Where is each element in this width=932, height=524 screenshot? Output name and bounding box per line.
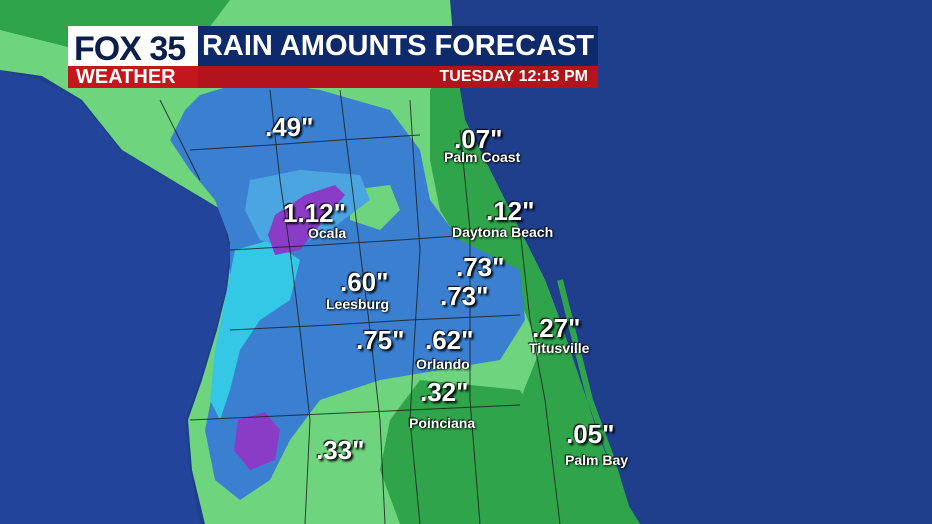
heavy-rain-zone-west: [210, 240, 300, 420]
station-logo: FOX 35 WEATHER: [68, 26, 198, 88]
city-label: Leesburg: [326, 296, 390, 312]
amount-label: .73": [456, 252, 505, 282]
coastal-green-zone: [430, 60, 640, 524]
logo-subtext: WEATHER: [68, 66, 198, 88]
gulf-area: [0, 70, 230, 524]
amount-label: .27": [532, 313, 581, 343]
amount-label: .49": [265, 112, 314, 142]
city-label: Poinciana: [409, 415, 476, 431]
forecast-header: FOX 35 WEATHER RAIN AMOUNTS FORECAST TUE…: [68, 26, 598, 88]
amount-label: .07": [454, 124, 503, 154]
logo-text: FOX 35: [74, 30, 186, 68]
amount-label: .12": [486, 196, 535, 226]
forecast-title: RAIN AMOUNTS FORECAST: [198, 26, 598, 66]
amount-label: .75": [356, 325, 405, 355]
amount-label: .33": [316, 435, 365, 465]
city-label: Titusville: [529, 340, 590, 356]
city-label: Orlando: [416, 356, 470, 372]
amount-label: 1.12": [283, 198, 346, 228]
south-green-zone: [380, 380, 575, 524]
city-label: Palm Bay: [565, 452, 629, 468]
amount-label: .32": [420, 377, 469, 407]
city-label: Palm Coast: [444, 149, 521, 165]
barrier-island: [557, 279, 633, 521]
amount-label: .62": [425, 325, 474, 355]
forecast-timestamp: TUESDAY 12:13 PM: [198, 66, 598, 88]
amount-label: .60": [340, 267, 389, 297]
very-heavy-rain-tampa: [234, 412, 280, 470]
very-heavy-rain-ocala: [268, 185, 345, 255]
amount-label: .73": [440, 281, 489, 311]
amount-label: .05": [566, 419, 615, 449]
city-label: Daytona Beach: [452, 224, 554, 240]
city-label: Ocala: [308, 225, 347, 241]
